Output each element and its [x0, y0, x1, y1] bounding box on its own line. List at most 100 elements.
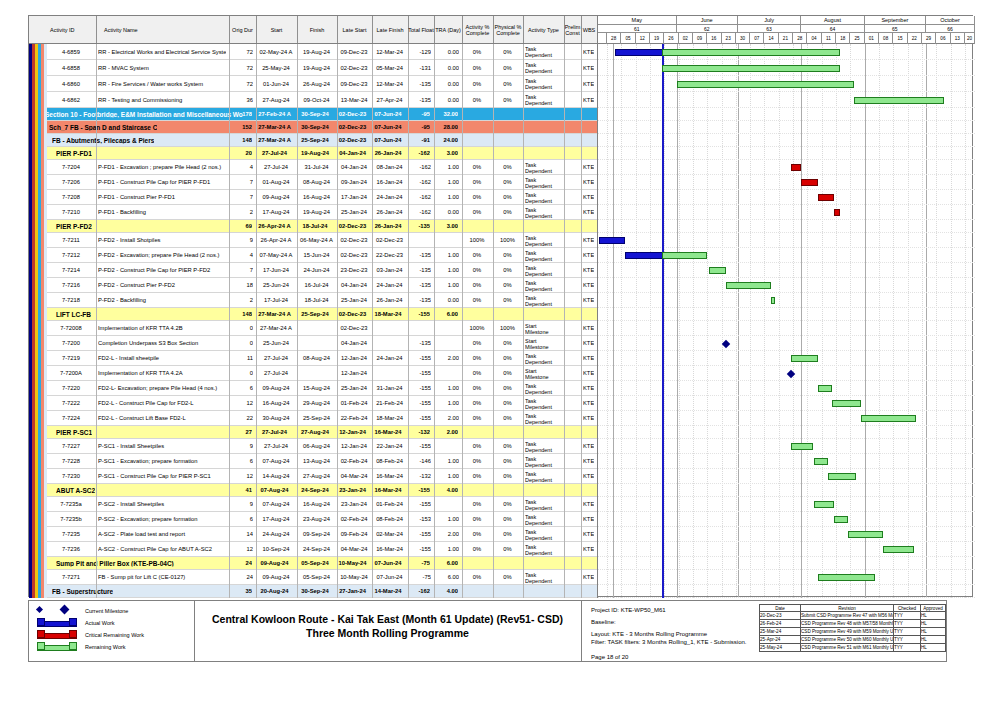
activity-row[interactable]: 7-7206P-FD1 - Construct Pile Cap for PIE… — [29, 175, 597, 190]
column-header-finish[interactable]: Finish — [297, 27, 337, 33]
cell-finish: 19-Aug-24 — [299, 209, 334, 215]
remaining-bar[interactable] — [709, 267, 725, 274]
remaining-bar[interactable] — [883, 546, 914, 553]
timescale-month[interactable]: May — [598, 16, 677, 25]
remaining-bar[interactable] — [832, 400, 861, 407]
activity-row[interactable]: 7-7211P-FD2 - Install Shotpiles926-Apr-2… — [29, 233, 597, 248]
activity-row[interactable]: 7-7210P-FD1 - Backfilling217-Aug-2419-Au… — [29, 205, 597, 220]
remaining-bar[interactable] — [814, 458, 828, 465]
actual-bar[interactable] — [599, 237, 626, 244]
remaining-bar[interactable] — [677, 81, 855, 88]
column-header-start[interactable]: Start — [256, 27, 297, 33]
timescale-month[interactable]: September — [865, 16, 926, 25]
cell-late_start: 25-Jan-24 — [339, 385, 369, 391]
activity-row[interactable]: 7-7235A-SC2 - Plate load test and report… — [29, 527, 597, 542]
activity-row[interactable]: 7-7222FD2-L - Construct Pile Cap for FD2… — [29, 396, 597, 411]
remaining-bar[interactable] — [726, 282, 771, 289]
actual-bar[interactable] — [625, 252, 664, 259]
summary-row[interactable]: PIER P-SC12727-Jul-2427-Aug-2412-Jan-241… — [29, 426, 597, 439]
activity-row[interactable]: 7-7204P-FD1 - Excavation ; prepare Pile … — [29, 160, 597, 175]
timescale-month[interactable]: August — [801, 16, 864, 25]
summary-row[interactable]: FB - Superstructure3520-Aug-2430-Sep-242… — [29, 585, 597, 598]
remaining-bar[interactable] — [662, 65, 840, 72]
remaining-bar[interactable] — [848, 531, 883, 538]
activity-row[interactable]: 7-7220FD2-L- Excavation; prepare Pile He… — [29, 381, 597, 396]
remaining-bar[interactable] — [861, 415, 916, 422]
column-header-tra[interactable]: TRA (Day) — [434, 27, 462, 33]
column-header-type[interactable]: Activity Type — [523, 27, 564, 33]
summary-row[interactable]: Sch_7 FB - Span D and Staircase C15227-M… — [29, 121, 597, 134]
activity-row[interactable]: 7-72008Implementation of KFR TTA 4.2B027… — [29, 321, 597, 336]
summary-row[interactable]: Sump Pit and Piller Box (KTE-PB-04C)2409… — [29, 557, 597, 570]
activity-row[interactable]: 7-7212P-FD2 - Excavation; prepare Pile H… — [29, 248, 597, 263]
summary-cell-late_finish: 07-Jun-24 — [372, 137, 404, 143]
cell-start: 01-Aug-24 — [258, 179, 294, 185]
row-gridline — [598, 468, 975, 470]
remaining-bar[interactable] — [662, 49, 840, 56]
summary-row[interactable]: FB - Abutments, Pilecaps & Piers14827-Ma… — [29, 134, 597, 147]
activity-row[interactable]: 7-7218P-FD2 - Backfilling217-Jul-2418-Ju… — [29, 293, 597, 308]
summary-row[interactable]: LIFT LC-FB14827-Mar-24 A25-Sep-2402-Dec-… — [29, 308, 597, 321]
column-header-id[interactable]: Activity ID — [47, 27, 89, 33]
cell-wbs: KTE4 — [583, 65, 594, 71]
column-header-phys[interactable]: Physical % Complete — [493, 24, 523, 36]
cell-od: 0 — [231, 325, 253, 331]
remaining-bar[interactable] — [662, 252, 707, 259]
timescale-month[interactable]: July — [738, 16, 801, 25]
column-header-name[interactable]: Activity Name — [96, 27, 227, 33]
summary-row[interactable]: PIER P-FD26926-Apr-24 A18-Jul-2402-Dec-2… — [29, 220, 597, 233]
remaining-bar[interactable] — [854, 97, 944, 104]
activity-row[interactable]: 7-7219FD2-L - Install sheetpile1127-Jul-… — [29, 351, 597, 366]
cell-act: 0% — [464, 252, 490, 258]
remaining-bar[interactable] — [791, 355, 818, 362]
summary-row[interactable]: ABUT A-SC24107-Aug-2424-Sep-2423-Jan-241… — [29, 484, 597, 497]
summary-row[interactable]: Section 10 - Footbridge, E&M Installatio… — [29, 108, 597, 121]
activity-row[interactable]: 7-7230P-SC1 - Construct Pile Cap for PIE… — [29, 469, 597, 484]
column-header-tf[interactable]: Total Float — [408, 27, 434, 33]
activity-row[interactable]: 4-6860RR - Fire Services / Water works S… — [29, 76, 597, 92]
critical-bar[interactable] — [791, 164, 801, 171]
cell-id: 7-7230 — [49, 473, 93, 479]
activity-row[interactable]: 7-7214P-FD2 - Construct Pile Cap for PIE… — [29, 263, 597, 278]
remaining-bar[interactable] — [818, 385, 832, 392]
activity-row[interactable]: 4-6858RR - MVAC System7225-May-2419-Aug-… — [29, 60, 597, 76]
activity-row[interactable]: 7-7200Completion Underpass S3 Box Sectio… — [29, 336, 597, 351]
timescale-month[interactable]: October — [926, 16, 975, 25]
activity-row[interactable]: 4-6859RR - Electrical Works and Electric… — [29, 44, 597, 60]
remaining-bar[interactable] — [791, 443, 813, 450]
activity-row[interactable]: 7-7200AImplementation of KFR TTA 4.2A027… — [29, 366, 597, 381]
critical-bar[interactable] — [818, 194, 834, 201]
activity-row[interactable]: 7-7271FB - Sump pit for Lift C (CE-0127)… — [29, 570, 597, 585]
remaining-bar[interactable] — [834, 516, 848, 523]
column-header-late_finish[interactable]: Late Finish — [372, 27, 408, 33]
timescale-week: 08 — [879, 33, 893, 44]
column-header-act[interactable]: Activity % Complete — [462, 24, 493, 36]
activity-row[interactable]: 7-7227P-SC1 - Install Sheetpiles927-Jul-… — [29, 439, 597, 454]
timescale-week: 29 — [922, 33, 936, 44]
activity-row[interactable]: 7-7228P-SC1 - Excavation; prepare format… — [29, 454, 597, 469]
remaining-bar[interactable] — [828, 473, 857, 480]
actual-bar[interactable] — [615, 49, 664, 56]
remaining-bar[interactable] — [771, 297, 775, 304]
summary-row[interactable]: PIER P-FD12027-Jul-2419-Aug-2404-Jan-242… — [29, 147, 597, 160]
activity-row[interactable]: 4-6862RR - Testing and Commissioning3627… — [29, 92, 597, 108]
activity-row[interactable]: 7-7235aP-SC2 - Install Sheetpiles907-Aug… — [29, 497, 597, 512]
cell-finish: 26-Aug-24 — [299, 81, 334, 87]
activity-row[interactable]: 7-7208P-FD1 - Construct Pier P-FD1709-Au… — [29, 190, 597, 205]
cell-type: Task Dependent — [525, 46, 561, 58]
column-header-wbs[interactable]: WBS — [581, 27, 597, 33]
timescale-week: 26 — [664, 33, 678, 44]
column-header-prelim[interactable]: Prelim Const — [564, 24, 581, 36]
critical-bar[interactable] — [801, 179, 817, 186]
activity-row[interactable]: 7-7224FD2-L - Construct Lift Base FD2-L2… — [29, 411, 597, 426]
column-header-late_start[interactable]: Late Start — [337, 27, 372, 33]
activity-row[interactable]: 7-7235bP-SC2 - Excavation; prepare forma… — [29, 512, 597, 527]
remaining-bar[interactable] — [814, 501, 834, 508]
remaining-bar[interactable] — [818, 574, 875, 581]
cell-act: 0% — [464, 531, 490, 537]
activity-row[interactable]: 7-7236A-SC2 - Construct Pile Cap for ABU… — [29, 542, 597, 557]
critical-bar[interactable] — [834, 209, 840, 216]
activity-row[interactable]: 7-7216P-FD2 - Construct Pier P-FD21825-J… — [29, 278, 597, 293]
timescale-month[interactable]: June — [677, 16, 738, 25]
column-header-od[interactable]: Orig Dur — [229, 27, 256, 33]
